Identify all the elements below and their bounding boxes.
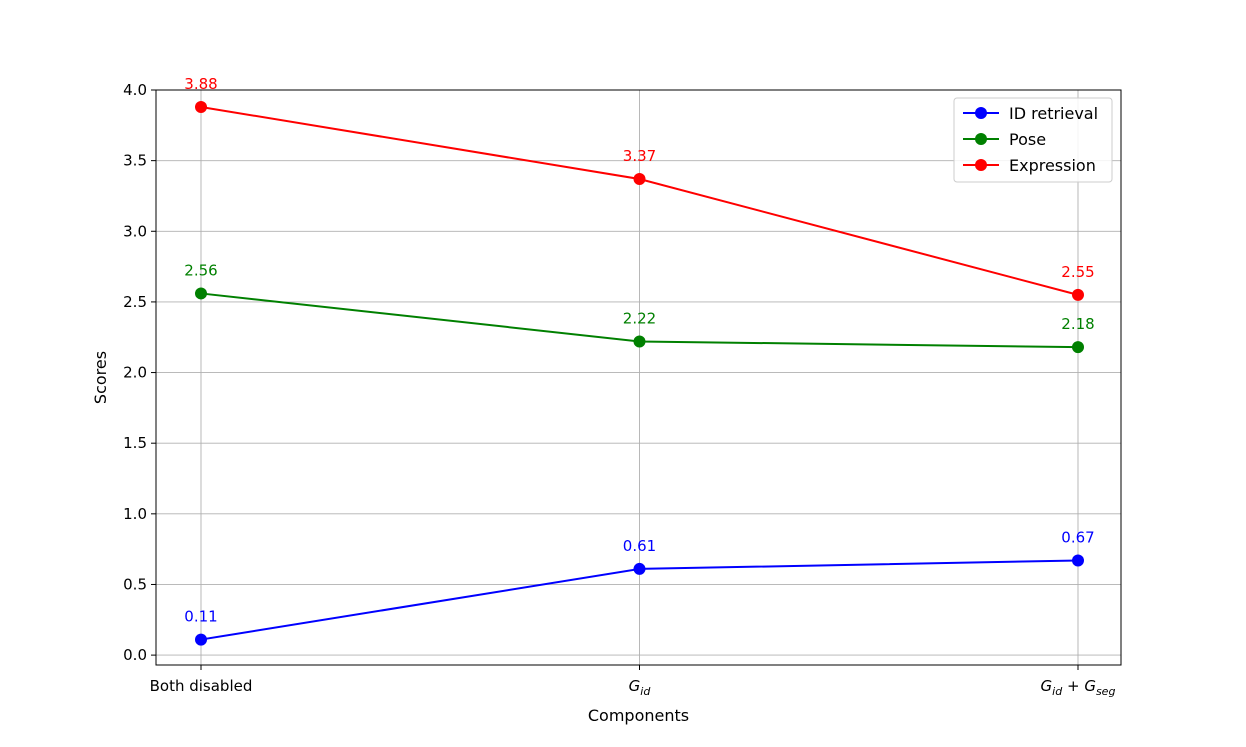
x-axis: Both disabled Gid Gid + Gseg bbox=[150, 665, 1116, 698]
series-pose: 2.56 2.22 2.18 bbox=[184, 261, 1095, 354]
data-point bbox=[195, 633, 207, 646]
data-point bbox=[1072, 554, 1084, 567]
y-tick-label: 3.5 bbox=[123, 152, 147, 170]
y-axis: 0.0 0.5 1.0 1.5 2.0 2.5 3.0 3.5 4.0 bbox=[123, 81, 156, 664]
x-tick-label: Gid + Gseg bbox=[1041, 677, 1116, 698]
y-tick-label: 0.0 bbox=[123, 646, 147, 664]
legend-label: Pose bbox=[1009, 130, 1046, 149]
y-tick-label: 1.5 bbox=[123, 434, 147, 452]
series-layer: 0.11 0.61 0.67 2.56 2.22 2.18 3.88 3.37 2.55 bbox=[184, 75, 1095, 646]
data-point bbox=[1072, 341, 1084, 354]
legend-marker bbox=[975, 133, 987, 145]
legend-marker bbox=[975, 159, 987, 171]
x-tick-label: Gid bbox=[629, 677, 652, 698]
y-axis-title: Scores bbox=[91, 351, 110, 404]
legend-label: ID retrieval bbox=[1009, 104, 1098, 123]
data-label: 3.37 bbox=[623, 147, 656, 165]
legend-label: Expression bbox=[1009, 156, 1096, 175]
legend: ID retrieval Pose Expression bbox=[953, 97, 1113, 183]
data-label: 0.61 bbox=[623, 537, 656, 555]
data-label: 3.88 bbox=[184, 75, 217, 93]
data-point bbox=[1072, 288, 1084, 301]
legend-item: Expression bbox=[963, 156, 1096, 175]
legend-box bbox=[953, 97, 1113, 183]
data-label: 2.22 bbox=[623, 309, 656, 327]
x-axis-title: Components bbox=[588, 706, 689, 725]
y-tick-label: 2.0 bbox=[123, 364, 147, 382]
legend-marker bbox=[975, 107, 987, 119]
y-tick-label: 1.0 bbox=[123, 505, 147, 523]
y-tick-label: 2.5 bbox=[123, 293, 147, 311]
series-expression: 3.88 3.37 2.55 bbox=[184, 75, 1095, 301]
data-point bbox=[633, 562, 646, 575]
data-point bbox=[195, 287, 207, 300]
data-label: 2.18 bbox=[1061, 315, 1094, 333]
data-label: 0.11 bbox=[184, 608, 217, 626]
data-label: 0.67 bbox=[1061, 528, 1094, 546]
series-id-retrieval: 0.11 0.61 0.67 bbox=[184, 528, 1095, 646]
data-label: 2.56 bbox=[184, 261, 217, 279]
y-tick-label: 3.0 bbox=[123, 222, 147, 240]
legend-item: ID retrieval bbox=[963, 104, 1098, 123]
data-point bbox=[195, 100, 207, 113]
data-point bbox=[633, 173, 646, 186]
y-tick-label: 0.5 bbox=[123, 575, 147, 593]
x-tick-label: Both disabled bbox=[150, 677, 253, 695]
legend-item: Pose bbox=[963, 130, 1046, 149]
y-tick-label: 4.0 bbox=[123, 81, 147, 99]
plot-frame bbox=[155, 89, 1122, 666]
data-point bbox=[633, 335, 646, 348]
data-label: 2.55 bbox=[1061, 263, 1094, 281]
